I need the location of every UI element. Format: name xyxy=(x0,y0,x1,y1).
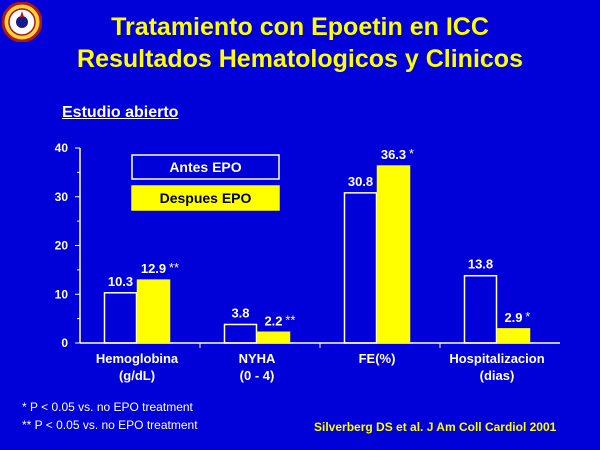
legend-item-antes-epo-label: Antes EPO xyxy=(169,159,241,175)
footnote-single-asterisk: * P < 0.05 vs. no EPO treatment xyxy=(22,400,193,414)
legend-item-despues-epo xyxy=(131,185,280,211)
significance-marker: * xyxy=(409,146,414,161)
university-seal-icon xyxy=(2,2,42,42)
study-label: Estudio abierto xyxy=(62,104,179,121)
y-tick-label: 0 xyxy=(61,336,68,350)
y-tick-label: 20 xyxy=(55,239,69,253)
significance-marker: ** xyxy=(285,312,295,327)
footnote-double-asterisk: ** P < 0.05 vs. no EPO treatment xyxy=(22,418,198,432)
legend-item-despues-epo-label: Despues EPO xyxy=(160,190,252,206)
bar-despues-epo xyxy=(256,331,291,344)
bar-value-label: 3.8 xyxy=(231,305,249,320)
bar-antes-epo xyxy=(463,274,498,344)
bar-value-label: 10.3 xyxy=(108,274,133,289)
bar-antes-epo xyxy=(343,192,378,344)
bar-value-label: 30.8 xyxy=(348,174,373,189)
x-category-label: Hospitalizacion xyxy=(449,351,544,366)
y-tick-label: 40 xyxy=(55,141,69,155)
x-category-label: NYHA xyxy=(239,351,276,366)
bar-despues-epo xyxy=(136,279,171,344)
bar-value-label: 13.8 xyxy=(468,257,493,272)
page-subtitle-title: Resultados Hematologicos y Clinicos xyxy=(77,45,523,73)
x-category-label: (g/dL) xyxy=(119,368,155,383)
citation: Silverberg DS et al. J Am Coll Cardiol 2… xyxy=(314,420,557,434)
page-title: Tratamiento con Epoetin en ICC xyxy=(111,13,489,41)
x-category-label: Hemoglobina xyxy=(96,351,179,366)
legend-item-antes-epo xyxy=(131,154,280,180)
bar-despues-epo xyxy=(496,328,531,344)
significance-marker: * xyxy=(525,309,530,324)
bar-value-label: 36.3 xyxy=(381,147,406,162)
x-category-label: (dias) xyxy=(480,368,515,383)
bar-antes-epo xyxy=(223,323,258,344)
y-tick-label: 10 xyxy=(55,287,69,301)
bar-value-label: 2.9 xyxy=(504,310,522,325)
x-category-label: (0 - 4) xyxy=(240,368,275,383)
bar-despues-epo xyxy=(376,165,411,344)
bar-value-label: 12.9 xyxy=(141,261,166,276)
significance-marker: ** xyxy=(169,260,179,275)
bar-antes-epo xyxy=(103,292,138,344)
y-tick-label: 30 xyxy=(55,190,69,204)
bar-value-label: 2.2 xyxy=(264,313,282,328)
x-category-label: FE(%) xyxy=(359,351,396,366)
